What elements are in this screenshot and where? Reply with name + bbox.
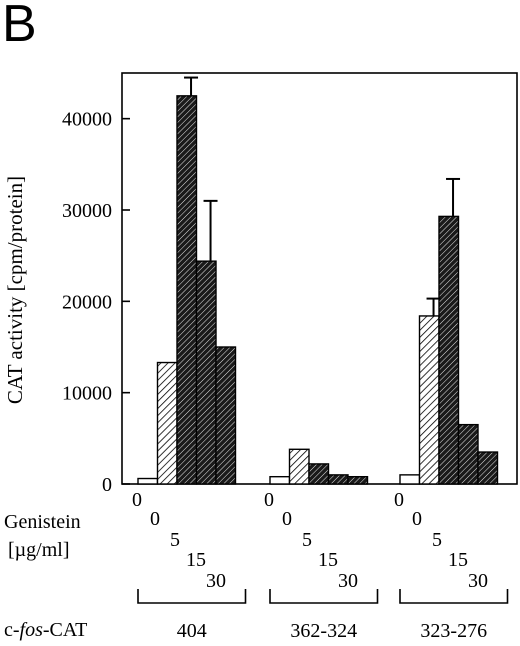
bar: [327, 474, 349, 485]
treatment-label-line1: Genistein: [4, 511, 81, 533]
construct-italic: fos: [20, 619, 44, 641]
dose-label: 5: [302, 529, 312, 551]
panel-label: B: [2, 0, 37, 53]
dose-label: 0: [394, 489, 404, 511]
group-label: 404: [177, 620, 207, 642]
y-tick-label: 0: [102, 474, 112, 496]
y-tick-label: 40000: [62, 109, 112, 131]
group-label: 323-276: [420, 620, 487, 642]
construct-suffix: -CAT: [43, 619, 87, 641]
bar: [269, 475, 291, 485]
group-bracket: [399, 589, 509, 604]
y-tick-label: 20000: [62, 291, 112, 313]
dose-label: 5: [432, 529, 442, 551]
bar: [137, 477, 159, 485]
construct-label: c-fos-CAT: [4, 619, 87, 641]
bar: [308, 463, 330, 485]
bar: [176, 95, 198, 485]
dose-label: 15: [448, 549, 468, 571]
dose-label: 15: [186, 549, 206, 571]
bar: [438, 215, 460, 485]
bar: [215, 346, 237, 485]
dose-label: 0: [150, 508, 160, 530]
dose-label: 0: [264, 489, 274, 511]
group-brackets: [137, 589, 509, 604]
bar: [195, 260, 217, 485]
error-bars: [184, 76, 461, 316]
dose-label: 5: [170, 529, 180, 551]
group-bracket: [137, 589, 247, 604]
bar: [399, 474, 421, 485]
y-tick-label: 30000: [62, 200, 112, 222]
y-axis-label: CAT activity [cpm/protein]: [3, 176, 27, 404]
construct-prefix: c-: [4, 619, 20, 641]
group-bracket: [269, 589, 379, 604]
treatment-label-line2: [µg/ml]: [8, 539, 70, 561]
bar: [418, 315, 440, 485]
group-label: 362-324: [290, 620, 357, 642]
dose-label: 0: [282, 508, 292, 530]
y-axis: 0 10000 20000 30000 40000: [62, 109, 130, 496]
dose-label: 15: [318, 549, 338, 571]
y-tick-label: 10000: [62, 383, 112, 405]
dose-label: 0: [132, 489, 142, 511]
bar: [156, 361, 178, 485]
bars: [137, 95, 499, 485]
bar: [477, 451, 499, 485]
group-labels: 404 362-324 323-276: [177, 620, 487, 642]
dose-label: 30: [468, 570, 488, 592]
dose-label: 30: [206, 570, 226, 592]
bar: [288, 448, 310, 485]
bar: [457, 423, 479, 485]
dose-label: 0: [412, 508, 422, 530]
bar: [347, 475, 369, 485]
dose-label: 30: [338, 570, 358, 592]
